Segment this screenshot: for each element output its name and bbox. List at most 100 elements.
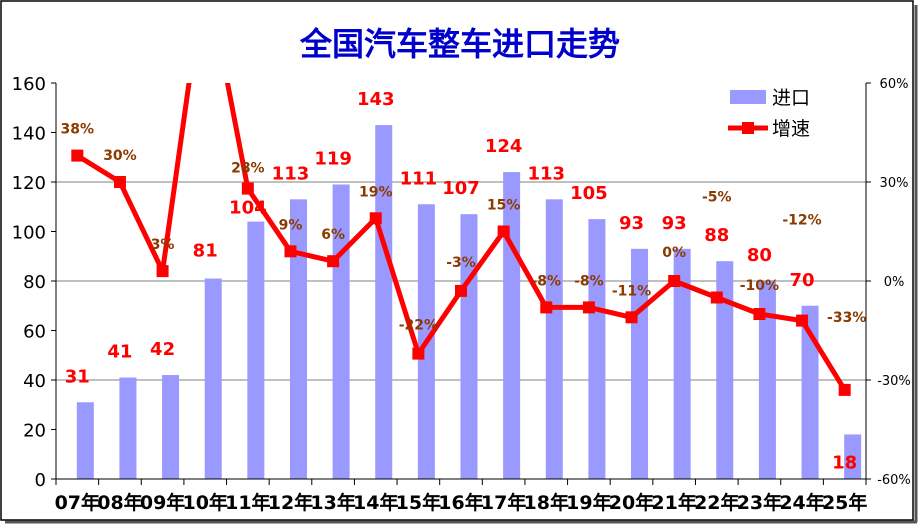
x-tick-label: 21年 — [651, 491, 696, 514]
growth-marker — [156, 265, 169, 278]
x-tick-label: 23年 — [737, 491, 782, 514]
bar — [673, 248, 691, 479]
line-data-label: 38% — [61, 122, 95, 138]
x-tick-label: 13年 — [310, 491, 355, 514]
x-tick-label: 17年 — [481, 491, 526, 514]
bar-data-label: 70 — [790, 270, 815, 291]
bar — [588, 219, 606, 479]
growth-marker — [241, 182, 254, 195]
bar-data-label: 104 — [229, 198, 267, 219]
left-tick-label: 120 — [12, 173, 46, 194]
line-data-label: 30% — [103, 148, 137, 164]
line-data-label: -22% — [399, 318, 438, 334]
x-tick-label: 07年 — [55, 491, 100, 514]
line-data-label: 9% — [279, 217, 303, 233]
line-data-label: 19% — [359, 184, 393, 200]
bar-data-label: 119 — [314, 148, 352, 169]
growth-marker — [327, 255, 340, 268]
bar — [758, 281, 776, 479]
x-tick-label: 10年 — [182, 491, 227, 514]
bar-data-label: 143 — [357, 89, 395, 110]
left-tick-label: 80 — [23, 272, 46, 293]
chart-title: 全国汽车整车进口走势 — [299, 25, 620, 63]
growth-marker — [412, 347, 425, 360]
bar-data-label: 88 — [704, 225, 729, 246]
growth-marker — [113, 176, 126, 188]
x-tick-label: 18年 — [524, 491, 569, 514]
line-data-label: -8% — [531, 273, 561, 289]
line-data-label: -12% — [782, 213, 821, 229]
legend-bar-label: 进口 — [772, 87, 810, 109]
bar-data-label: 113 — [272, 163, 310, 184]
bar-data-label: 124 — [485, 136, 523, 157]
right-tick-label: -30% — [877, 374, 911, 389]
growth-marker — [71, 149, 84, 162]
growth-marker — [369, 212, 382, 225]
line-data-label: 15% — [487, 198, 521, 214]
line-series — [71, 83, 851, 396]
x-tick-label: 22年 — [694, 491, 739, 514]
right-tick-label: -60% — [877, 473, 911, 488]
x-tick-label: 16年 — [438, 491, 483, 514]
left-tick-label: 140 — [12, 124, 46, 145]
growth-marker — [753, 308, 766, 320]
left-tick-label: 40 — [23, 371, 46, 392]
bar-data-label: 41 — [107, 342, 132, 363]
right-axis-ticks: -60% -30% 0% 30% 60% — [866, 77, 911, 488]
x-tick-label: 09年 — [140, 491, 185, 514]
line-data-label: 0% — [662, 245, 686, 261]
bar-data-label: 111 — [400, 168, 438, 189]
line-data-label: 6% — [321, 227, 345, 243]
x-tick-label: 12年 — [268, 491, 313, 514]
x-tick-label: 15年 — [396, 491, 441, 514]
legend: 进口 增速 — [728, 87, 810, 140]
x-axis-ticks: 07年08年09年10年11年12年13年14年15年16年17年18年19年2… — [55, 491, 868, 514]
left-axis-ticks: 0 20 40 60 80 100 120 140 160 — [12, 74, 56, 491]
left-tick-label: 100 — [12, 223, 46, 244]
bar-data-label: 93 — [619, 213, 644, 234]
bar-data-label: 105 — [570, 183, 608, 204]
growth-marker — [710, 291, 723, 304]
right-tick-label: 0% — [884, 275, 905, 290]
right-tick-label: 60% — [880, 77, 909, 92]
line-data-label: 28% — [231, 161, 265, 177]
line-data-label: -10% — [740, 278, 779, 294]
x-tick-label: 14年 — [353, 491, 398, 514]
bar — [460, 214, 478, 480]
line-data-label: -33% — [827, 310, 866, 326]
bar — [375, 125, 393, 479]
bar-data-label: 42 — [150, 339, 175, 360]
growth-marker — [540, 301, 553, 314]
legend-bar-swatch — [730, 90, 766, 104]
bar-data-label: 31 — [65, 366, 90, 387]
line-data-label: -5% — [702, 190, 732, 206]
left-tick-label: 60 — [23, 322, 46, 343]
bar — [503, 172, 521, 479]
growth-marker — [455, 284, 467, 297]
bar — [204, 278, 222, 479]
line-data-label: -8% — [574, 273, 604, 289]
left-tick-label: 20 — [23, 421, 46, 442]
bar — [716, 261, 734, 479]
x-tick-label: 08年 — [97, 491, 142, 514]
bar-data-label: 80 — [747, 245, 772, 266]
growth-marker — [796, 314, 809, 327]
growth-marker — [284, 245, 297, 258]
growth-marker — [582, 301, 595, 314]
bar-data-label: 81 — [193, 241, 218, 262]
growth-marker — [668, 275, 681, 287]
line-data-labels: 38% 30% 3% 28% 9% 6% 19% -22% -3% 15% -8% -8% -11% 0%… — [61, 122, 867, 334]
legend-line-marker — [742, 122, 754, 134]
line-data-label: -11% — [612, 283, 651, 299]
bar — [247, 221, 265, 479]
line-data-label: 3% — [151, 237, 175, 253]
bar — [289, 199, 307, 479]
legend-line-label: 增速 — [772, 118, 810, 140]
bar — [162, 375, 180, 479]
left-tick-label: 160 — [12, 74, 46, 95]
bar-data-label: 93 — [662, 213, 687, 234]
bar-data-label: 18 — [832, 452, 857, 473]
right-tick-label: 30% — [880, 176, 909, 191]
